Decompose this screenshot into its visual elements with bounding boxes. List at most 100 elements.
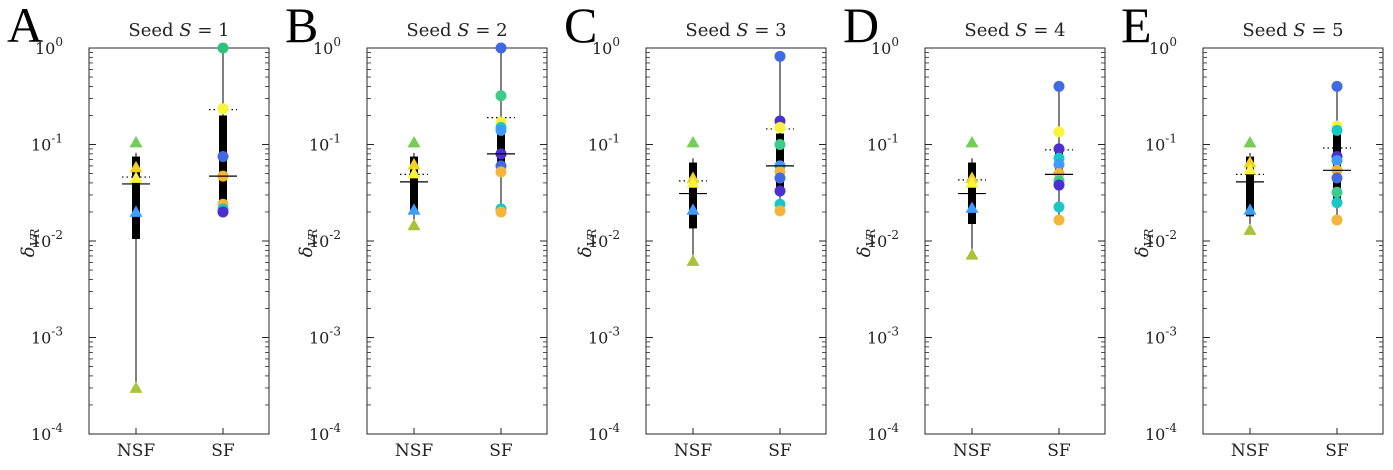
y-tick-exponent: -3	[51, 325, 63, 339]
x-tick-label: SF	[768, 441, 792, 461]
y-tick-exponent: -1	[1165, 132, 1177, 146]
data-point-triangle	[407, 167, 421, 179]
data-point-circle	[1053, 159, 1065, 171]
plot-frame	[366, 47, 548, 435]
y-tick-label: 10-1	[1145, 132, 1177, 155]
y-axis-label-main: δ	[854, 246, 875, 257]
series-nsf	[1236, 135, 1264, 235]
data-point-circle	[495, 42, 507, 54]
panel-letter: D	[843, 0, 879, 53]
y-tick-base: 10	[309, 329, 329, 348]
x-tick-label: NSF	[1231, 441, 1270, 461]
data-point-circle	[1331, 80, 1343, 92]
y-tick-base: 10	[1145, 232, 1165, 251]
data-point-circle	[217, 103, 229, 115]
y-tick-exponent: -4	[51, 421, 63, 435]
iqr-box	[132, 156, 140, 239]
data-point-circle	[774, 172, 786, 184]
y-tick-base: 10	[867, 232, 887, 251]
y-tick-label: 10-2	[588, 228, 620, 251]
chart-title-symbol: S	[1015, 20, 1027, 41]
y-tick-label: 10-3	[1145, 325, 1177, 348]
chart-title-suffix: = 3	[749, 20, 787, 41]
data-point-circle	[1053, 201, 1065, 213]
x-tick-label: NSF	[395, 441, 434, 461]
data-point-triangle	[407, 203, 421, 215]
y-tick-label: 10-3	[31, 325, 63, 348]
data-point-circle	[774, 122, 786, 134]
y-tick-exponent: 0	[612, 35, 620, 49]
data-point-circle	[774, 205, 786, 217]
y-tick-exponent: -3	[329, 325, 341, 339]
y-tick-base: 10	[867, 425, 887, 444]
series-sf	[1045, 80, 1073, 226]
series-sf	[209, 42, 237, 218]
data-point-triangle	[1243, 223, 1257, 235]
iqr-box	[689, 162, 697, 229]
plot-frame	[645, 47, 827, 435]
data-point-circle	[217, 206, 229, 218]
chart-title-suffix: = 4	[1028, 20, 1066, 41]
data-point-circle	[495, 206, 507, 218]
panel-letter: E	[1121, 0, 1152, 53]
y-tick-exponent: -3	[1165, 325, 1177, 339]
y-tick-base: 10	[309, 232, 329, 251]
chart-title-symbol: S	[179, 20, 191, 41]
y-tick-label: 10-4	[867, 421, 899, 444]
y-tick-exponent: -2	[51, 228, 63, 242]
panel-letter: B	[285, 0, 318, 53]
chart-title-symbol: S	[457, 20, 469, 41]
y-tick-exponent: -4	[329, 421, 341, 435]
y-tick-base: 10	[35, 39, 55, 58]
y-axis-label-sub: VR	[864, 229, 878, 247]
data-point-triangle	[129, 160, 143, 173]
series-sf	[487, 42, 515, 218]
y-tick-base: 10	[1145, 329, 1165, 348]
y-tick-label: 10-3	[867, 325, 899, 348]
y-tick-base: 10	[588, 329, 608, 348]
series-nsf	[400, 135, 428, 231]
y-tick-label: 10-1	[588, 132, 620, 155]
y-tick-base: 10	[871, 39, 891, 58]
data-point-circle	[1053, 80, 1065, 92]
panel-letter: C	[564, 0, 597, 53]
data-point-triangle	[129, 205, 143, 217]
data-point-triangle	[686, 203, 700, 215]
plot-frame	[924, 47, 1106, 435]
data-point-triangle	[1243, 163, 1257, 175]
chart-title: Seed S = 4	[964, 20, 1065, 41]
series-sf	[1323, 80, 1351, 226]
y-tick-exponent: -4	[1165, 421, 1177, 435]
y-tick-label: 10-2	[31, 228, 63, 251]
y-tick-exponent: -3	[887, 325, 899, 339]
panel-letter: A	[7, 0, 43, 53]
data-point-circle	[774, 50, 786, 62]
data-point-circle	[1053, 126, 1065, 138]
series-nsf	[679, 135, 707, 266]
y-tick-label: 10-4	[309, 421, 341, 444]
y-tick-exponent: -2	[608, 228, 620, 242]
y-tick-base: 10	[309, 425, 329, 444]
y-tick-label: 10-1	[31, 132, 63, 155]
y-tick-exponent: -1	[329, 132, 341, 146]
y-tick-base: 10	[592, 39, 612, 58]
y-tick-base: 10	[313, 39, 333, 58]
plot-frame	[1202, 47, 1384, 435]
data-point-circle	[217, 151, 229, 163]
data-point-triangle	[1243, 156, 1257, 168]
data-point-circle	[495, 90, 507, 102]
y-axis-label-sub: VR	[306, 229, 320, 247]
y-tick-exponent: 0	[55, 35, 63, 49]
y-tick-base: 10	[31, 232, 51, 251]
x-tick-label: SF	[1047, 441, 1071, 461]
y-tick-label: 100	[35, 35, 63, 58]
y-tick-label: 10-1	[309, 132, 341, 155]
data-point-triangle	[1243, 203, 1257, 215]
y-tick-base: 10	[1145, 136, 1165, 155]
chart-title-prefix: Seed	[406, 20, 457, 41]
